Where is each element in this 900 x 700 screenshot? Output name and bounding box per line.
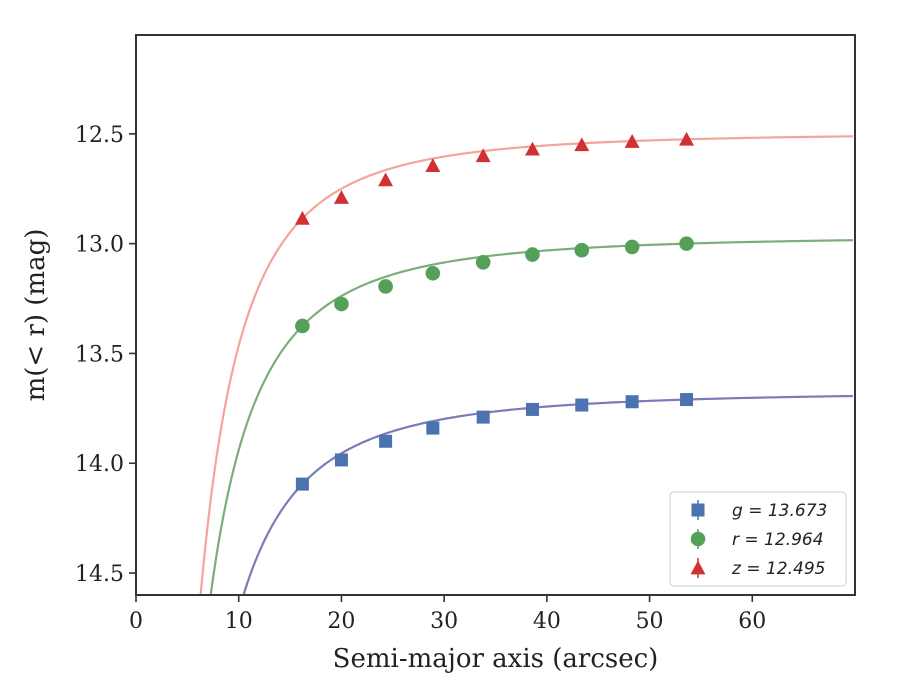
legend: g = 13.673 r = 12.964 z = 12.495 — [669, 491, 847, 587]
data-point-g — [334, 453, 348, 467]
data-point-z — [624, 134, 640, 148]
data-point-r — [525, 247, 540, 262]
y-axis-label: m(< r) (mag) — [21, 229, 51, 402]
legend-box — [669, 491, 847, 587]
data-point-r — [475, 254, 491, 270]
y-tick-label: 14.5 — [75, 562, 124, 587]
x-tick-label: 40 — [533, 609, 561, 634]
legend-label-g: g = 13.673 — [732, 501, 827, 521]
data-point-z — [679, 131, 695, 146]
data-point-z — [475, 148, 491, 163]
data-point-g — [295, 477, 309, 491]
plot-frame — [135, 34, 856, 596]
data-point-z — [574, 137, 590, 152]
data-point-r — [425, 265, 441, 281]
x-tick-label: 0 — [129, 609, 143, 634]
y-tick-label: 13.5 — [75, 342, 124, 367]
data-point-r — [624, 239, 640, 255]
x-tick-label: 30 — [430, 609, 458, 634]
x-tick-label: 50 — [636, 609, 664, 634]
y-axis: 12.5 13.0 13.5 14.0 14.5 — [75, 123, 136, 587]
x-axis: 0 10 20 30 40 50 60 — [129, 595, 766, 634]
data-point-g — [426, 421, 440, 435]
data-point-r — [334, 296, 349, 312]
data-point-r — [378, 279, 393, 294]
data-point-r — [679, 236, 694, 251]
fit-curve-r — [209, 239, 853, 595]
legend-marker-r — [690, 531, 706, 547]
data-point-r — [574, 242, 590, 258]
x-tick-label: 10 — [225, 609, 253, 634]
fit-curves — [199, 135, 853, 595]
y-tick-label: 14.0 — [75, 452, 124, 477]
y-axis-label-text: m(< r) (mag) — [21, 229, 51, 402]
x-tick-label: 20 — [327, 609, 355, 634]
data-point-g — [476, 410, 490, 424]
fit-curve-z — [199, 135, 853, 595]
data-point-z — [294, 210, 310, 225]
data-point-g — [680, 393, 694, 407]
data-point-g — [379, 434, 393, 448]
x-axis-label: Semi-major axis (arcsec) — [333, 644, 659, 674]
fit-curve-g — [242, 394, 853, 595]
data-point-z — [525, 141, 540, 156]
legend-label-r: r = 12.964 — [732, 530, 824, 550]
y-tick-label: 13.0 — [75, 233, 124, 258]
data-point-z — [333, 190, 349, 204]
legend-marker-g — [691, 503, 705, 517]
legend-marker-z — [690, 560, 706, 575]
y-tick-label: 12.5 — [75, 123, 124, 148]
data-point-g — [575, 398, 589, 412]
data-point-z — [378, 172, 394, 187]
data-point-g — [625, 395, 639, 409]
x-tick-label: 60 — [738, 609, 766, 634]
data-point-r — [295, 318, 310, 334]
data-point-g — [525, 402, 539, 416]
legend-label-z: z = 12.495 — [731, 559, 825, 579]
data-markers — [294, 131, 695, 491]
data-point-z — [425, 158, 441, 173]
